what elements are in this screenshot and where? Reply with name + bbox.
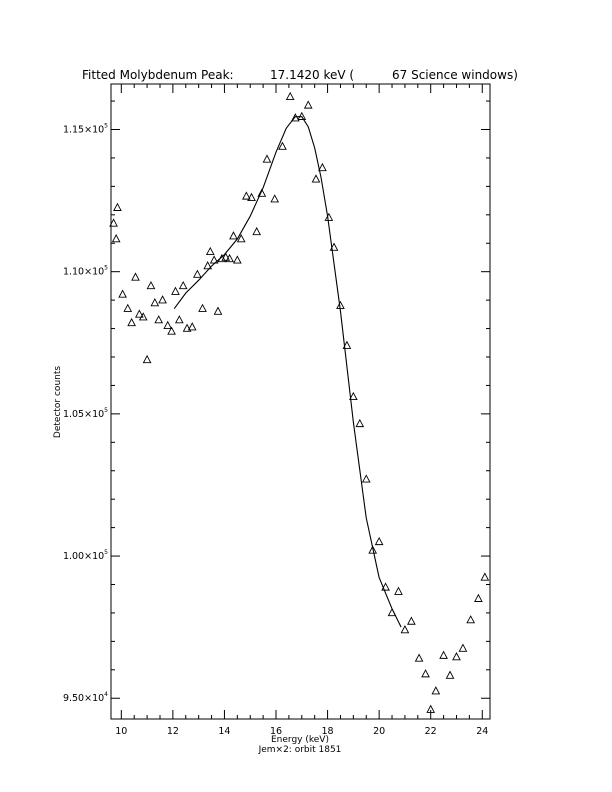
data-point-triangle (387, 607, 397, 617)
y-tick-label: 1.10×105 (63, 265, 108, 278)
data-point-triangle (198, 303, 207, 312)
data-point-triangle (203, 261, 213, 270)
data-point-triangle (445, 670, 455, 679)
x-tick-label: 10 (115, 726, 127, 737)
data-point-triangle (138, 312, 148, 321)
data-point-triangle (221, 252, 231, 261)
data-point-triangle (174, 315, 184, 324)
data-point-triangle (213, 306, 223, 315)
data-point-triangle (150, 298, 160, 307)
data-point-triangle (421, 669, 430, 678)
plot-area-frame (110, 83, 491, 720)
data-point-triangle (178, 280, 188, 290)
data-point-triangle (318, 162, 327, 172)
chart-title-energy: 17.1420 keV ( (270, 68, 354, 82)
data-point-triangle (131, 272, 140, 281)
data-point-triangle (290, 113, 300, 122)
data-point-triangle (236, 234, 246, 243)
data-point-triangle (167, 326, 176, 335)
data-point-triangle (431, 686, 441, 695)
fit-curve-layer (173, 116, 402, 628)
data-point-triangle (262, 154, 272, 163)
data-point-triangle (127, 317, 136, 327)
data-point-triangle (329, 242, 339, 251)
y-tick-label: 1.05×105 (63, 407, 108, 420)
data-point-triangle (297, 111, 307, 120)
x-tick-label: 22 (425, 726, 437, 737)
data-point-triangle (336, 300, 345, 310)
data-point-triangle (247, 192, 256, 201)
data-point-triangle (400, 625, 410, 634)
data-point-triangle (342, 340, 352, 349)
data-point-triangle (303, 100, 313, 109)
data-point-triangle (414, 653, 424, 662)
x-tick-label: 24 (476, 726, 488, 737)
data-point-triangle (349, 391, 358, 401)
data-point-triangle (407, 616, 416, 625)
data-point-triangle (252, 226, 262, 236)
data-point-triangle (232, 255, 242, 264)
chart-title-windows: 67 Science windows) (392, 68, 518, 82)
y-tick-label: 1.15×105 (63, 122, 108, 135)
data-point-triangle (381, 582, 390, 591)
data-point-triangle (111, 234, 121, 243)
data-point-triangle (374, 536, 384, 546)
x-axis: 10 12 14 16 18 20 22 24 (115, 84, 488, 737)
x-tick-label: 12 (167, 726, 179, 737)
data-point-triangle (480, 572, 490, 581)
x-tick-label: 14 (218, 726, 230, 737)
data-point-triangle (311, 174, 321, 183)
x-axis-label: Energy (keV) (271, 735, 329, 745)
data-point-triangle (209, 255, 219, 264)
data-point-triangle (225, 253, 234, 263)
y-axis: 9.50×104 1.00×105 1.05×105 1.10×105 1.15×105 (63, 100, 490, 704)
data-point-triangle (229, 231, 238, 240)
data-points-layer (109, 91, 490, 713)
data-point-triangle (182, 323, 192, 332)
data-point-triangle (474, 593, 483, 602)
fit-curve-line (173, 116, 402, 628)
data-point-triangle (324, 212, 334, 221)
data-point-triangle (187, 322, 197, 331)
data-point-triangle (158, 295, 167, 304)
data-point-triangle (142, 354, 152, 364)
data-point-triangle (285, 91, 295, 101)
footer-caption: Jem×2: orbit 1851 (258, 745, 342, 755)
data-point-triangle (171, 286, 180, 295)
data-point-triangle (458, 643, 468, 652)
data-point-triangle (135, 309, 144, 318)
y-axis-label: Detector counts (53, 366, 63, 438)
data-point-triangle (278, 141, 287, 150)
data-point-triangle (270, 194, 280, 203)
data-point-triangle (146, 280, 156, 290)
x-tick-label: 20 (373, 726, 385, 737)
x-tick-label: 16 (270, 726, 282, 737)
data-point-triangle (123, 303, 133, 312)
data-point-triangle (355, 418, 365, 428)
x-tick-label: 18 (322, 726, 334, 737)
chart-title-label: Fitted Molybdenum Peak: (82, 68, 234, 82)
data-point-triangle (193, 269, 202, 278)
data-point-triangle (205, 246, 215, 256)
data-point-triangle (242, 191, 251, 200)
data-point-triangle (466, 615, 476, 624)
data-point-triangle (113, 202, 122, 211)
data-point-triangle (426, 704, 436, 713)
data-point-triangle (394, 586, 403, 595)
data-point-triangle (368, 545, 378, 554)
data-point-triangle (452, 652, 461, 661)
data-point-triangle (154, 315, 164, 324)
data-point-triangle (361, 474, 371, 483)
data-point-triangle (163, 320, 173, 329)
y-tick-label: 1.00×105 (63, 549, 108, 562)
data-point-triangle (109, 218, 118, 227)
data-point-triangle (118, 289, 127, 298)
data-point-triangle (439, 650, 448, 659)
y-tick-label: 9.50×104 (63, 691, 108, 704)
data-point-triangle (257, 188, 267, 197)
